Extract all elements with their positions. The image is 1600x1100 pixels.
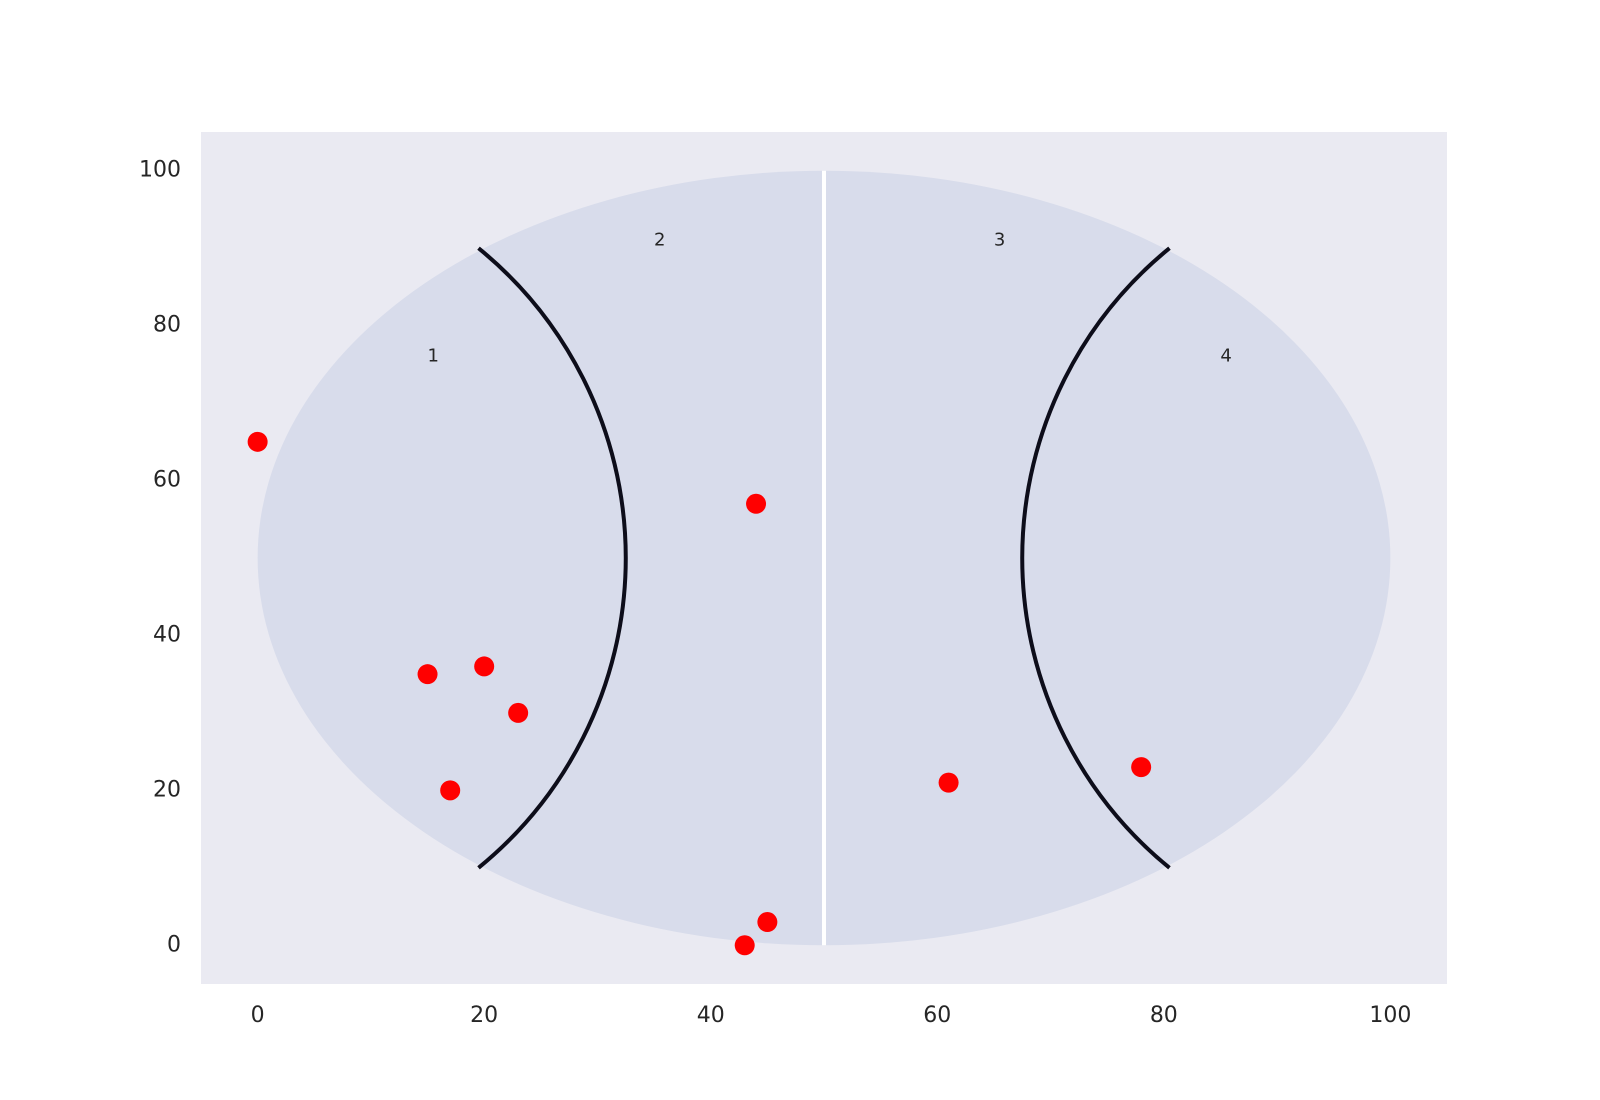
data-point bbox=[938, 772, 959, 793]
y-tick-label: 0 bbox=[167, 932, 181, 957]
x-tick-label: 80 bbox=[1150, 1003, 1178, 1028]
data-point bbox=[1131, 757, 1152, 778]
data-point bbox=[746, 493, 767, 514]
y-tick-label: 80 bbox=[153, 313, 181, 338]
zone-label: 3 bbox=[994, 229, 1005, 250]
x-tick-label: 40 bbox=[697, 1003, 725, 1028]
data-point bbox=[508, 702, 529, 723]
y-tick-label: 60 bbox=[153, 468, 181, 493]
right-arc bbox=[1020, 246, 1171, 870]
x-tick-label: 60 bbox=[923, 1003, 951, 1028]
y-tick-label: 20 bbox=[153, 777, 181, 802]
zone-label: 1 bbox=[427, 346, 438, 367]
left-arc bbox=[477, 246, 628, 870]
x-tick-label: 100 bbox=[1369, 1003, 1411, 1028]
x-axis-ticks: 0 20 40 60 80 100 bbox=[251, 1003, 1412, 1028]
data-point bbox=[757, 912, 778, 933]
x-tick-label: 0 bbox=[251, 1003, 265, 1028]
zone-label: 4 bbox=[1220, 346, 1231, 367]
zone-labels: 1 2 3 4 bbox=[427, 229, 1231, 366]
zone-label: 2 bbox=[654, 229, 665, 250]
data-point bbox=[417, 664, 438, 685]
x-tick-label: 20 bbox=[470, 1003, 498, 1028]
y-tick-label: 100 bbox=[139, 158, 181, 183]
data-point bbox=[474, 656, 495, 677]
data-points bbox=[247, 431, 1152, 956]
y-tick-label: 40 bbox=[153, 622, 181, 647]
data-point bbox=[247, 431, 268, 452]
field bbox=[257, 170, 1391, 946]
data-point bbox=[734, 935, 755, 956]
data-point bbox=[440, 780, 461, 801]
y-axis-ticks: 0 20 40 60 80 100 bbox=[139, 158, 181, 958]
